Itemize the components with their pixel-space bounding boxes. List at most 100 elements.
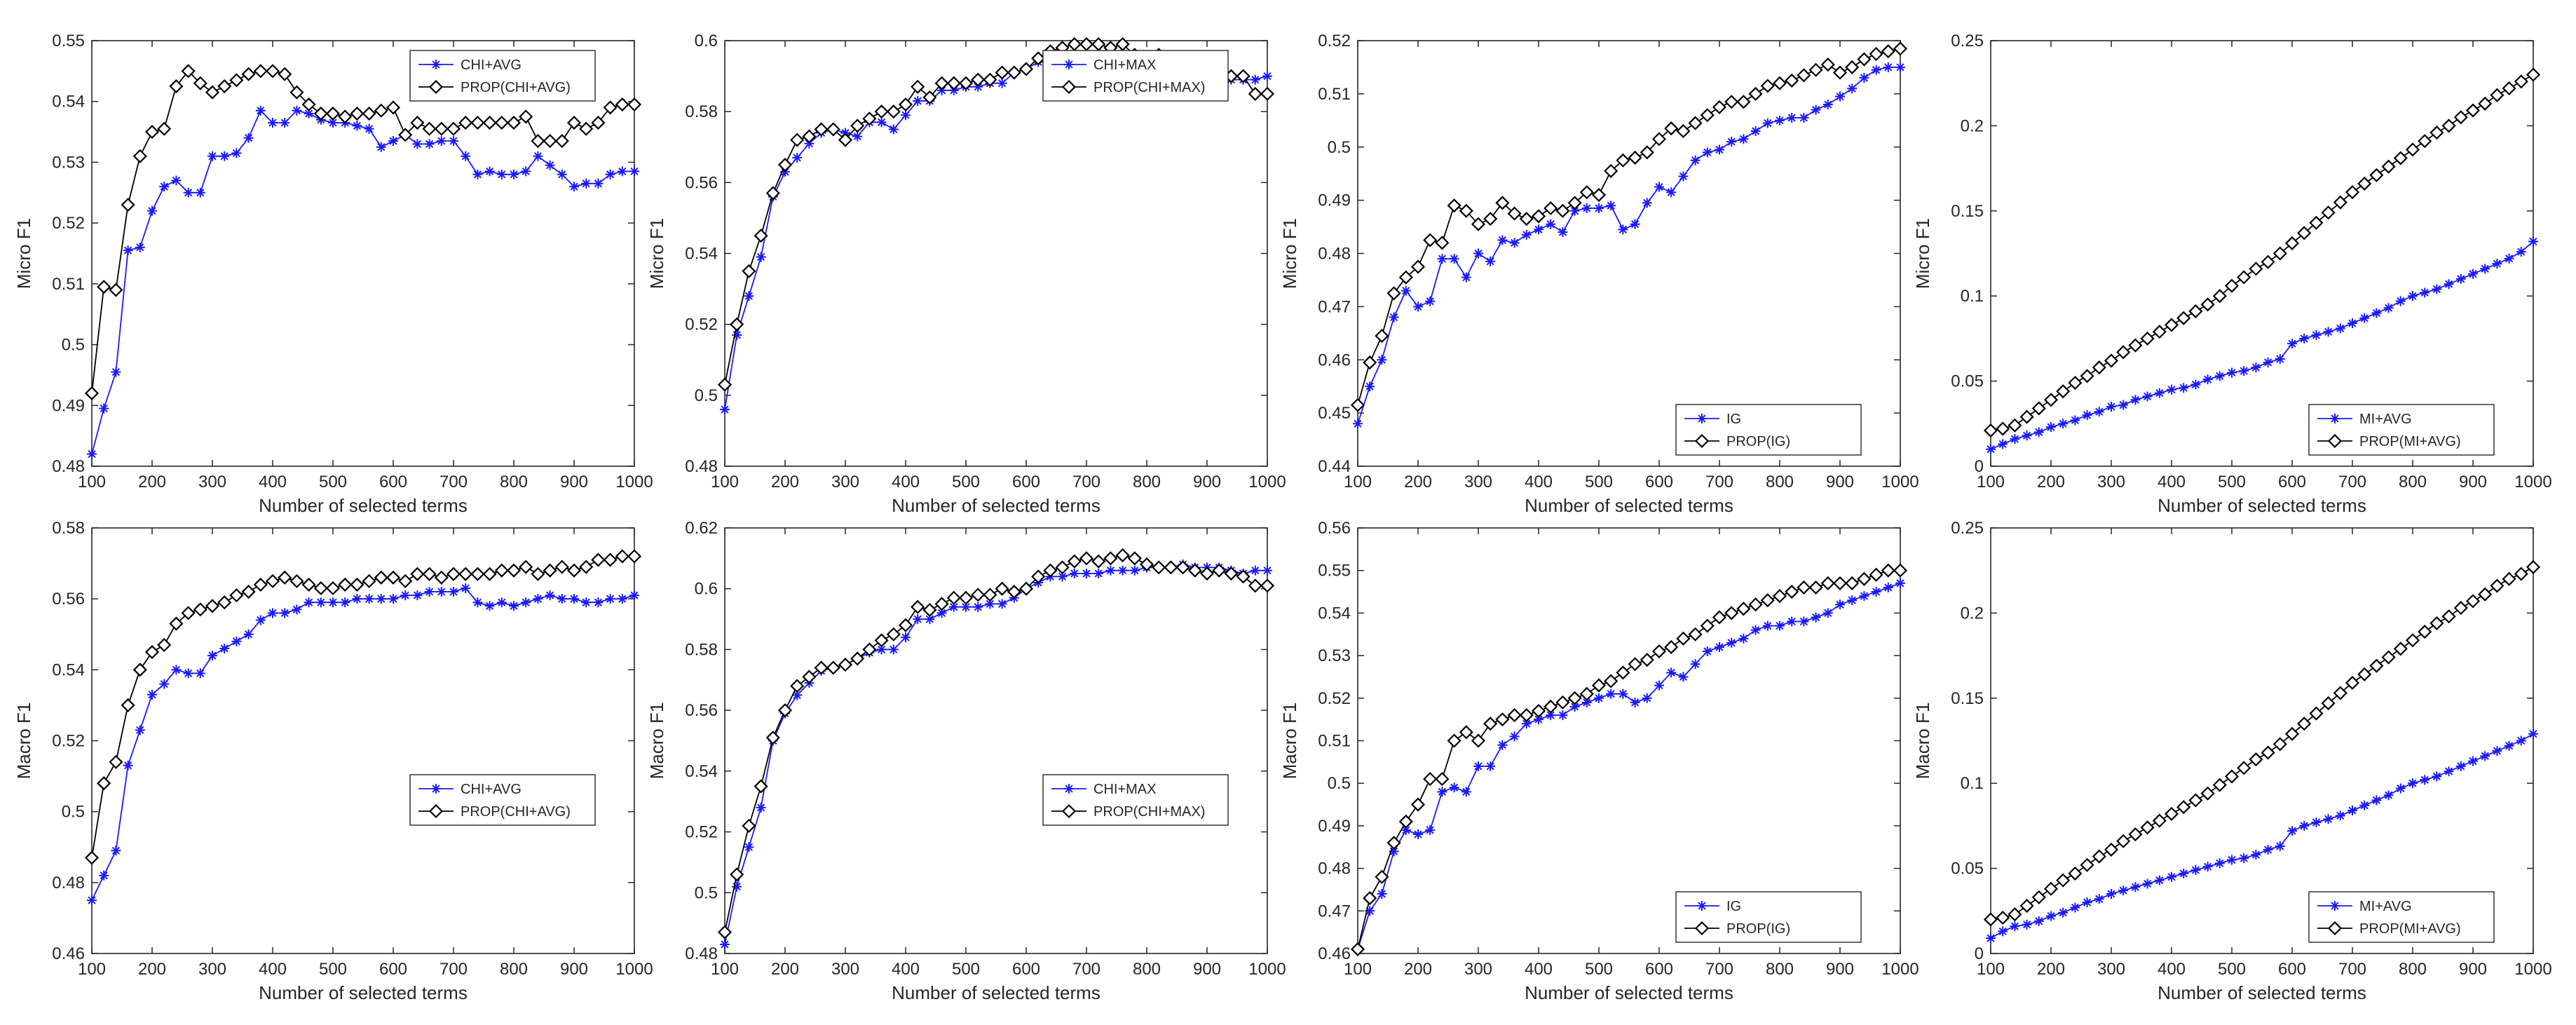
data-point-marker [579,559,594,574]
data-point-marker [519,109,533,124]
data-point-marker [2393,151,2408,165]
data-point-marker [2239,853,2249,864]
data-point-marker [2514,74,2528,89]
data-point-marker [2082,410,2092,421]
y-tick-label: 0.52 [52,214,85,233]
x-tick-label: 1000 [2514,473,2551,491]
data-point-marker [229,588,244,603]
legend-marker-icon [2327,433,2343,449]
series-line [91,587,635,901]
data-point-marker [1666,667,1677,678]
data-point-marker [1847,83,1858,94]
data-point-marker [876,117,887,128]
data-point-marker [2441,118,2456,133]
y-tick-label: 0.49 [1318,191,1351,210]
y-tick-label: 0.46 [1318,351,1351,369]
data-point-marker [946,590,961,605]
data-point-marker [313,107,328,121]
legend-entry-label: PROP(IG) [1726,921,1790,937]
legend-entry-label: IG [1726,899,1741,914]
data-point-marker [2104,353,2119,368]
data-point-marker [2465,103,2481,118]
x-axis-label: Number of selected terms [259,982,468,1003]
x-tick-label: 600 [2278,960,2306,979]
data-point-marker [169,79,184,94]
data-point-marker [1521,719,1532,729]
data-point-marker [398,573,413,588]
data-point-marker [2010,921,2020,932]
data-point-marker [862,111,877,126]
data-point-marker [2480,264,2490,274]
data-point-marker [2345,185,2360,200]
data-point-marker [876,644,887,655]
data-point-marker [2200,786,2215,801]
data-point-marker [2490,578,2505,593]
x-tick-label: 900 [560,960,588,979]
data-point-marker [2357,176,2372,191]
data-point-marker [1082,569,1091,579]
series-prop [1350,563,1908,956]
data-point-marker [496,597,507,608]
data-point-marker [1555,695,1570,710]
x-axis-label: Number of selected terms [1525,982,1733,1003]
data-point-marker [422,121,437,136]
data-point-marker [1435,772,1450,787]
y-tick-label: 0.56 [685,701,718,720]
data-point-marker [2068,375,2083,391]
data-point-marker [147,205,157,216]
x-tick-label: 200 [1404,960,1432,979]
data-point-marker [424,587,435,597]
data-point-marker [2432,771,2442,782]
data-point-marker [1546,710,1556,721]
data-point-marker [506,563,522,578]
data-point-marker [1546,219,1556,229]
y-tick-label: 0.5 [62,336,85,355]
data-point-marker [792,690,803,700]
data-point-marker [2008,907,2022,922]
data-point-marker [1832,576,1848,590]
series-baseline [1986,236,2538,454]
data-point-marker [1847,595,1858,606]
data-point-marker [629,166,639,177]
data-point-marker [913,95,923,106]
data-point-marker [2046,422,2056,433]
data-point-marker [2033,916,2044,926]
data-point-marker [1832,65,1848,80]
data-point-marker [1018,62,1034,76]
data-point-marker [2393,642,2408,656]
data-point-marker [1248,578,1262,593]
data-point-marker [1750,625,1761,635]
data-point-marker [181,606,196,620]
data-point-marker [2502,81,2516,96]
x-tick-label: 200 [771,960,799,979]
data-point-marker [2080,857,2094,872]
data-point-marker [2092,360,2106,375]
data-point-marker [2444,279,2454,290]
data-point-marker [157,121,172,136]
data-point-marker [521,597,531,608]
data-point-marker [814,122,829,137]
data-point-marker [2022,919,2032,930]
data-point-marker [1365,381,1375,392]
x-tick-label: 600 [1645,473,1673,491]
series-baseline [1353,62,1905,429]
data-point-marker [1055,560,1070,575]
y-tick-label: 0.48 [685,944,718,963]
data-point-marker [1797,68,1811,83]
data-point-marker [2453,110,2468,125]
legend-entry-label: CHI+MAX [1093,57,1156,73]
data-point-marker [2420,775,2430,785]
data-point-marker [579,121,594,136]
data-point-marker [2179,868,2189,878]
data-point-marker [1651,644,1667,659]
series-line [1357,67,1900,424]
series-line [91,555,634,858]
data-point-marker [301,577,316,592]
data-point-marker [1748,86,1763,101]
data-point-marker [1483,212,1498,226]
data-point-marker [720,405,730,415]
data-point-marker [410,566,425,581]
y-tick-label: 0.5 [1328,138,1351,157]
x-tick-label: 500 [2218,473,2246,491]
data-point-marker [742,264,756,278]
